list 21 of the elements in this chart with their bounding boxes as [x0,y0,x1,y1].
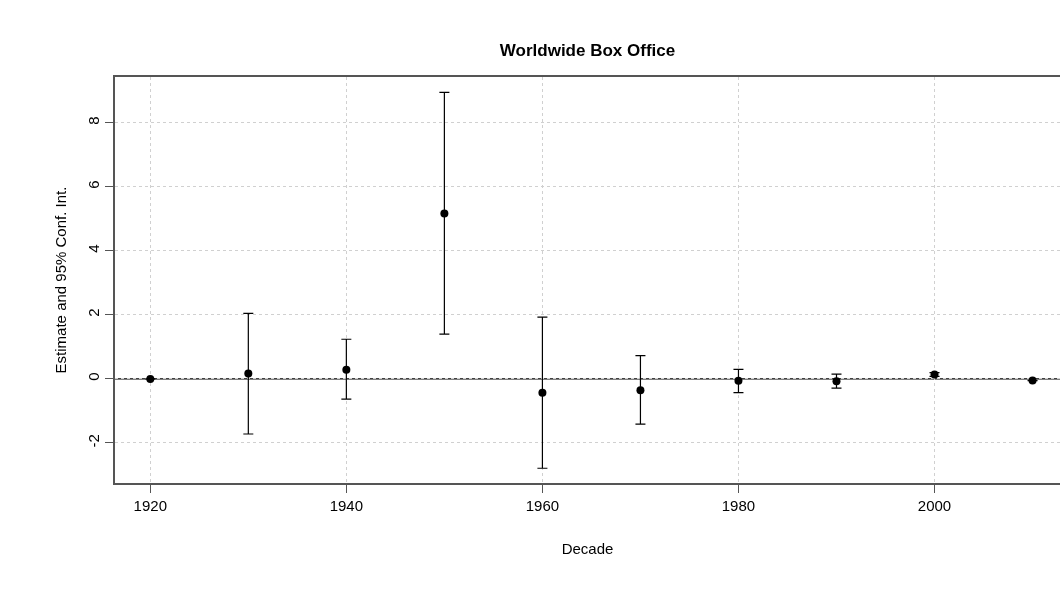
point [244,369,253,378]
x-tick-label: 2000 [917,497,952,514]
y-tick-label: 8 [85,116,102,125]
point [538,388,547,397]
x-tick-label: 1980 [721,497,756,514]
x-tick-label: 1940 [329,497,364,514]
x-tick-label: 1960 [525,497,560,514]
y-tick-label: 0 [85,372,102,381]
y-axis-title: Estimate and 95% Conf. Int. [51,186,69,374]
point [440,209,449,218]
y-tick-label: 2 [85,308,102,317]
chart-title: Worldwide Box Office [499,41,676,61]
point [342,365,351,374]
point [146,374,155,383]
y-tick-label: -2 [85,434,102,448]
point [636,386,645,395]
x-tick-label: 1920 [133,497,167,514]
y-tick-label: 4 [85,244,102,253]
y-tick-label: 6 [85,180,102,189]
x-axis-title: Decade [561,539,614,557]
point [734,376,743,385]
